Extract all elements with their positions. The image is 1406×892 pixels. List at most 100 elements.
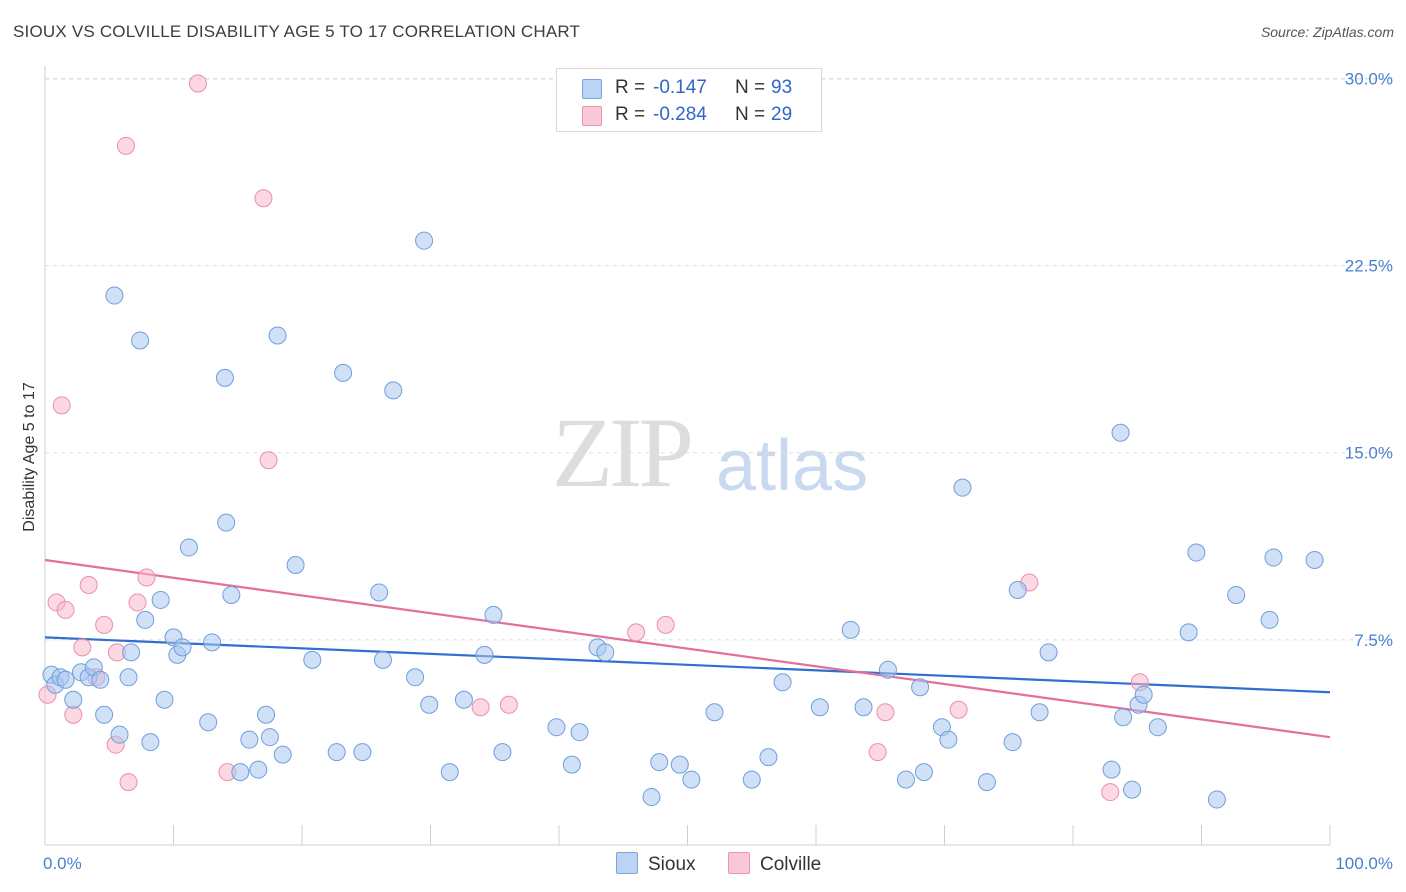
colville-point <box>119 773 138 792</box>
legend-r-value: -0.284 <box>653 104 707 125</box>
colville-point <box>56 600 75 619</box>
sioux-point <box>1260 610 1279 629</box>
sioux-point <box>810 698 829 717</box>
sioux-point <box>203 633 222 652</box>
sioux-point <box>327 743 346 762</box>
legend-n-value: 93 <box>771 77 793 98</box>
sioux-point <box>670 755 689 774</box>
sioux-point <box>151 590 170 609</box>
sioux-point <box>1008 580 1027 599</box>
sioux-point <box>240 730 259 749</box>
sioux-point <box>373 650 392 669</box>
sioux-point <box>570 723 589 742</box>
sioux-point <box>122 643 141 662</box>
x-tick-label: 0.0% <box>43 854 82 873</box>
stats-legend: R = -0.147 N = 93 R = -0.284 N = 29 <box>556 68 822 132</box>
sioux-point <box>911 678 930 697</box>
sioux-point <box>841 620 860 639</box>
sioux-swatch <box>582 79 602 99</box>
sioux-point <box>199 713 218 732</box>
sioux-point <box>1003 733 1022 752</box>
sioux-point <box>705 703 724 722</box>
sioux-point <box>257 705 276 724</box>
sioux-point <box>131 331 150 350</box>
sioux-point <box>95 705 114 724</box>
colville-swatch <box>728 852 750 874</box>
sioux-point <box>682 770 701 789</box>
sioux-point <box>334 363 353 382</box>
chart-title: SIOUX VS COLVILLE DISABILITY AGE 5 TO 17… <box>13 22 581 41</box>
sioux-point <box>141 733 160 752</box>
y-tick-label: 22.5% <box>1345 257 1393 276</box>
y-tick-label: 30.0% <box>1345 69 1393 88</box>
sioux-point <box>215 368 234 387</box>
sioux-label: Sioux <box>648 854 696 875</box>
legend-r-value: -0.147 <box>653 77 707 98</box>
data-points <box>38 74 1324 809</box>
colville-point <box>137 568 156 587</box>
colville-point <box>79 575 98 594</box>
bottom-legend-sioux: Sioux <box>616 852 696 876</box>
sioux-point <box>642 788 661 807</box>
legend-row-sioux: R = -0.147 N = 93 <box>557 75 821 103</box>
sioux-point <box>217 513 236 532</box>
y-tick-label: 7.5% <box>1354 631 1393 650</box>
sioux-point <box>56 670 75 689</box>
legend-row-colville: R = -0.284 N = 29 <box>557 102 821 130</box>
colville-point <box>656 615 675 634</box>
colville-point <box>949 700 968 719</box>
colville-point <box>471 698 490 717</box>
sioux-point <box>173 638 192 657</box>
sioux-point <box>384 381 403 400</box>
sioux-point <box>370 583 389 602</box>
y-axis-title: Disability Age 5 to 17 <box>21 382 38 532</box>
sioux-point <box>493 743 512 762</box>
colville-point <box>52 396 71 415</box>
sioux-point <box>1207 790 1226 809</box>
sioux-point <box>1030 703 1049 722</box>
sioux-point <box>286 556 305 575</box>
sioux-point <box>650 753 669 772</box>
sioux-point <box>415 231 434 250</box>
sioux-point <box>155 690 174 709</box>
trend-lines <box>44 558 1331 739</box>
sioux-point <box>1179 623 1198 642</box>
colville-point <box>116 136 135 155</box>
sioux-point <box>231 763 250 782</box>
sioux-point <box>268 326 287 345</box>
bottom-legend-colville: Colville <box>728 852 821 876</box>
sioux-point <box>475 645 494 664</box>
source-credit: Source: ZipAtlas.com <box>1260 24 1394 40</box>
sioux-point <box>484 605 503 624</box>
legend-n-label: N = <box>735 104 766 125</box>
sioux-point <box>1264 548 1283 567</box>
sioux-point <box>1148 718 1167 737</box>
colville-point <box>64 705 83 724</box>
sioux-point <box>977 773 996 792</box>
sioux-point <box>914 763 933 782</box>
colville-point <box>868 743 887 762</box>
sioux-point <box>420 695 439 714</box>
x-tick-label: 100.0% <box>1335 854 1393 873</box>
legend-n-label: N = <box>735 77 766 98</box>
legend-n-value: 29 <box>771 104 793 125</box>
sioux-point <box>249 760 268 779</box>
sioux-point <box>179 538 198 557</box>
sioux-point <box>1123 780 1142 799</box>
sioux-point <box>1187 543 1206 562</box>
sioux-point <box>596 643 615 662</box>
sioux-point <box>1111 423 1130 442</box>
sioux-point <box>353 743 372 762</box>
sioux-point <box>406 668 425 687</box>
colville-point <box>73 638 92 657</box>
colville-label: Colville <box>760 854 822 875</box>
sioux-point <box>1102 760 1121 779</box>
sioux-point <box>854 698 873 717</box>
sioux-point <box>110 725 129 744</box>
sioux-point <box>303 650 322 669</box>
sioux-point <box>1134 685 1153 704</box>
colville-point <box>876 703 895 722</box>
colville-trend-line <box>44 558 1331 739</box>
sioux-point <box>773 673 792 692</box>
